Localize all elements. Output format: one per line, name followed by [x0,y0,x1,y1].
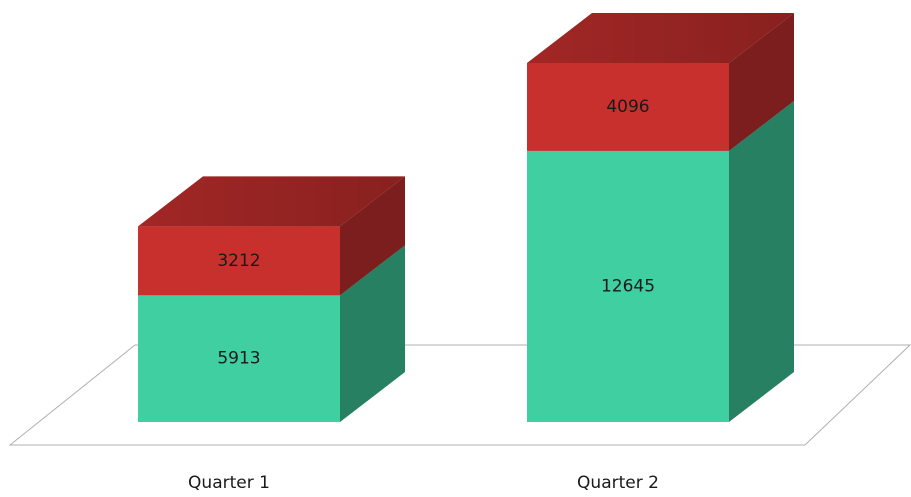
bar [138,226,340,296]
bar-top-shade [527,13,794,63]
bar [138,295,340,422]
data-label: 4096 [606,97,649,117]
x-tick-label: Quarter 1 [188,473,270,493]
bar-side [729,13,794,151]
x-tick-label: Quarter 2 [577,473,659,493]
bar-top-shade [138,176,405,227]
bar [527,150,729,422]
data-label: 12645 [601,276,655,296]
data-label: 3212 [217,251,260,271]
bar-side [340,176,405,296]
data-label: 5913 [217,349,260,369]
bar-side [729,100,794,422]
bar-side [340,245,405,422]
bar [527,63,729,151]
